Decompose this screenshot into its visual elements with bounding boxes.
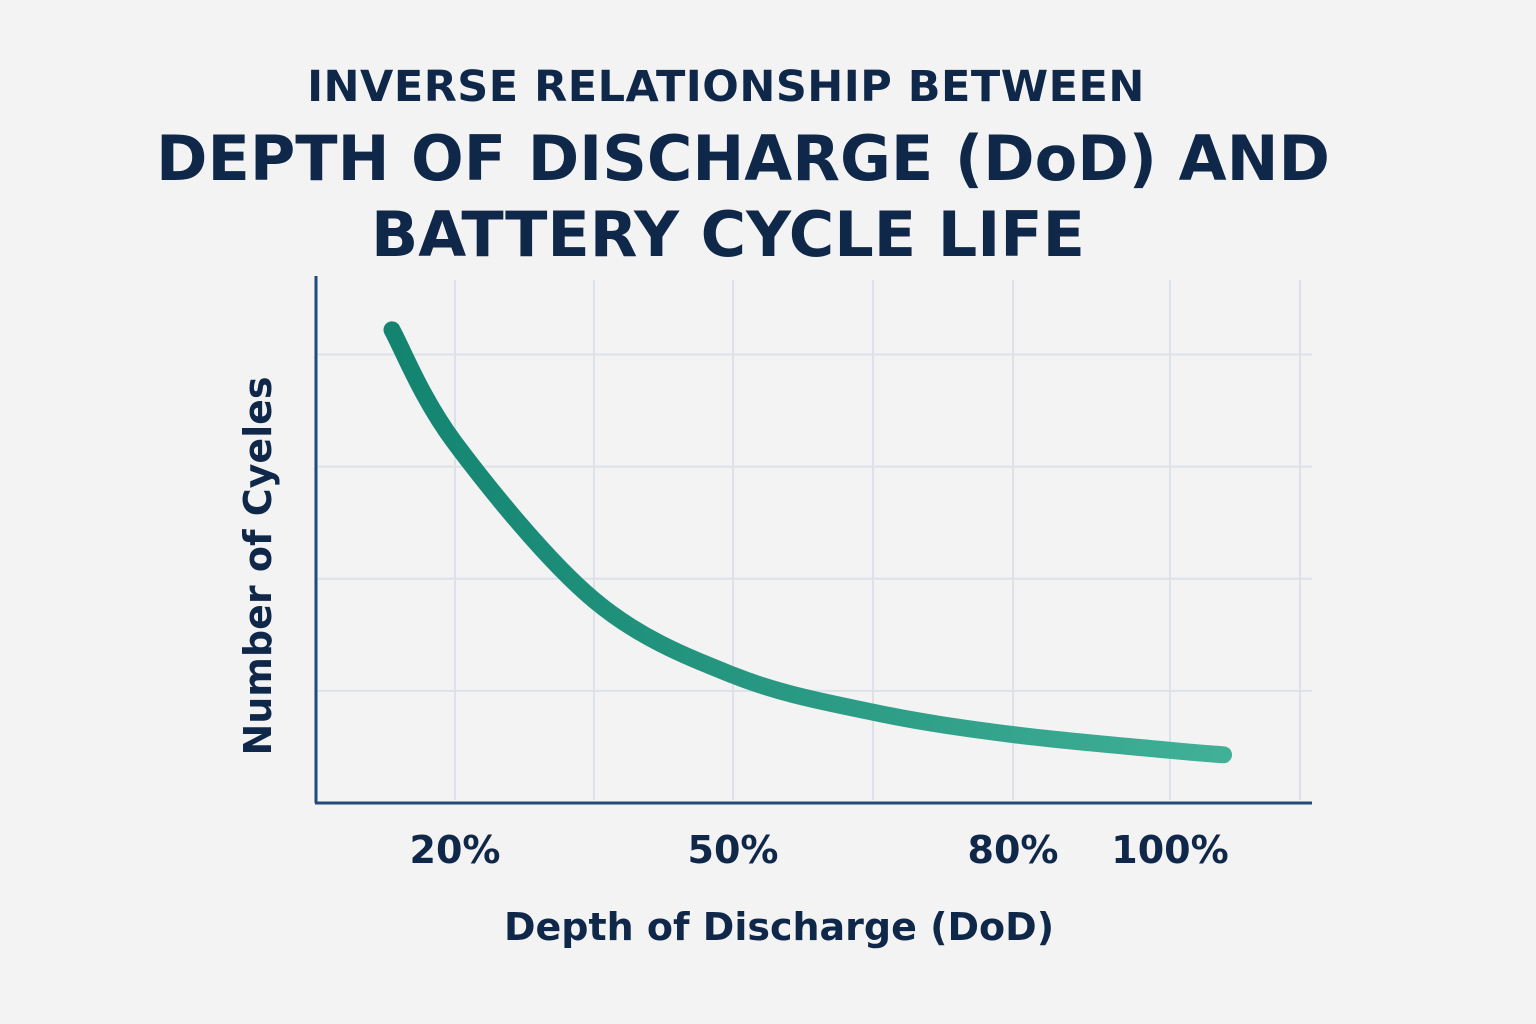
chart-title-line-2: DEPTH OF DISCHARGE (DoD) AND xyxy=(156,122,1330,195)
chart-title-line-3: BATTERY CYCLE LIFE xyxy=(370,198,1086,271)
chart-title-line-1: INVERSE RELATIONSHIP BETWEEN xyxy=(307,62,1145,112)
x-tick-label: 80% xyxy=(967,828,1059,872)
x-tick-label: 100% xyxy=(1111,828,1229,872)
x-tick-label: 20% xyxy=(409,828,501,872)
x-tick-label: 50% xyxy=(687,828,779,872)
series-line xyxy=(383,321,1233,764)
x-axis-label: Depth of Discharge (DoD) xyxy=(503,905,1055,949)
y-axis-label: Number of Cyeles xyxy=(236,376,280,756)
